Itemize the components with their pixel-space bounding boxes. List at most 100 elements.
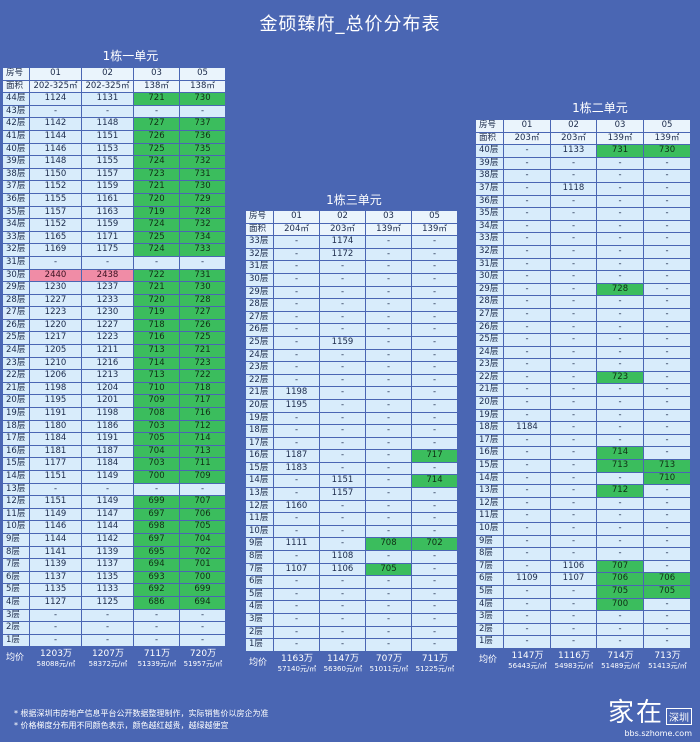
price-cell: -: [412, 576, 458, 589]
price-cell: -: [274, 588, 320, 602]
price-cell: -: [274, 286, 320, 300]
table-row: 36层 - - - -: [476, 195, 691, 209]
price-cell: 706: [644, 573, 691, 586]
price-cell: 725: [134, 231, 180, 245]
price-cell: -: [504, 359, 551, 372]
average-price-row: 均价 1163万 57140元/㎡ 1147万 56360元/㎡ 707万 51011元/㎡…: [246, 652, 458, 676]
price-cell: 716: [180, 408, 226, 421]
price-cell: 1133: [82, 584, 134, 597]
header-row-room: 房号 01 02 03 05: [3, 68, 226, 81]
price-cell: 1217: [30, 332, 82, 346]
room-number: 01: [30, 68, 82, 81]
floor-label: 29层: [246, 286, 274, 300]
floor-label: 16层: [476, 447, 504, 461]
price-cell: -: [644, 283, 691, 297]
price-cell: -: [644, 308, 691, 322]
floor-label: 13层: [246, 488, 274, 501]
price-cell: 724: [134, 244, 180, 257]
average-total-price: 1147万: [327, 653, 359, 664]
unit-area: 139㎡: [366, 223, 412, 237]
floor-label: 11层: [476, 510, 504, 523]
price-cell: 1153: [82, 143, 134, 157]
price-cell: -: [597, 623, 644, 637]
table-row: 33层 1165 1171 725 734: [3, 231, 226, 245]
price-cell: 1183: [274, 462, 320, 476]
price-cell: 734: [180, 231, 226, 245]
price-cell: 724: [134, 156, 180, 169]
floor-label: 15层: [476, 460, 504, 473]
price-cell: 704: [180, 533, 226, 547]
price-cell: 726: [134, 130, 180, 144]
price-cell: 1186: [82, 420, 134, 434]
table-row: 28层 - - - -: [476, 296, 691, 309]
price-cell: 710: [134, 382, 180, 396]
price-cell: 1159: [82, 181, 134, 194]
average-label: 均价: [479, 654, 498, 665]
price-cell: -: [366, 601, 412, 614]
price-cell: 1144: [30, 130, 82, 144]
table-row: 29层 1230 1237 721 730: [3, 282, 226, 295]
price-cell: -: [320, 425, 366, 438]
floor-label: 7层: [3, 559, 30, 572]
price-cell: -: [412, 425, 458, 438]
average-unit-price: 51413元/㎡: [648, 661, 687, 670]
price-cell: 718: [180, 382, 226, 396]
floor-label: 3层: [476, 611, 504, 624]
table-row: 2层 - - - -: [476, 623, 691, 637]
table-row: 16层 1187- -717: [246, 450, 458, 463]
price-cell: -: [644, 636, 691, 649]
price-cell: 730: [180, 181, 226, 194]
price-cell: -: [597, 271, 644, 284]
price-cell: 705: [134, 433, 180, 446]
room-number: 05: [412, 211, 458, 224]
table-row: 31层 - - - -: [246, 261, 458, 274]
price-cell: -: [134, 483, 180, 497]
price-cell: -: [134, 105, 180, 119]
price-cell: -: [320, 626, 366, 640]
price-cell: -: [274, 248, 320, 262]
room-number: 03: [134, 68, 180, 81]
floor-label: 11层: [3, 508, 30, 522]
price-cell: -: [366, 500, 412, 514]
price-cell: 1133: [551, 145, 597, 158]
floor-label: 15层: [246, 462, 274, 476]
watermark-badge: 深圳: [666, 708, 692, 725]
table-row: 7层 1107 1106 705-: [246, 563, 458, 577]
price-cell: -: [412, 500, 458, 514]
floor-label: 1层: [476, 636, 504, 649]
price-cell: -: [504, 157, 551, 171]
price-cell: -: [597, 409, 644, 423]
price-cell: -: [366, 525, 412, 539]
price-cell: 1223: [30, 307, 82, 320]
price-cell: 1184: [30, 433, 82, 446]
price-cell: 1109: [504, 573, 551, 586]
average-total-price: 1116万: [558, 650, 590, 661]
table-row: 30层 - - - -: [246, 273, 458, 287]
price-cell: -: [597, 535, 644, 549]
price-cell: -: [366, 349, 412, 363]
floor-label: 20层: [476, 397, 504, 410]
price-cell: -: [274, 639, 320, 652]
table-row: 33层 - - - -: [476, 233, 691, 246]
price-cell: -: [597, 157, 644, 171]
floor-label: 25层: [476, 334, 504, 347]
price-cell: -: [366, 261, 412, 274]
price-cell: -: [366, 639, 412, 652]
price-cell: 713: [180, 445, 226, 459]
table-row: 15层 - -713 713: [476, 460, 691, 473]
average-total-price: 714万: [607, 650, 634, 661]
table-row: 14层 -1151-714: [246, 475, 458, 489]
table-row: 3层 - - - -: [476, 611, 691, 624]
floor-label: 13层: [476, 485, 504, 498]
unit-area: 203㎡: [320, 223, 366, 237]
price-cell: -: [644, 409, 691, 423]
table-row: 20层 1195 1201 709 717: [3, 395, 226, 409]
table-row: 23层 - - - -: [246, 362, 458, 375]
price-cell: -: [597, 611, 644, 624]
price-cell: 729: [180, 193, 226, 207]
price-cell: -: [504, 497, 551, 511]
price-cell: -: [366, 437, 412, 451]
table-row: 21层 1198 1204 710 718: [3, 382, 226, 396]
floor-label: 1层: [246, 639, 274, 652]
price-cell: -: [366, 626, 412, 640]
